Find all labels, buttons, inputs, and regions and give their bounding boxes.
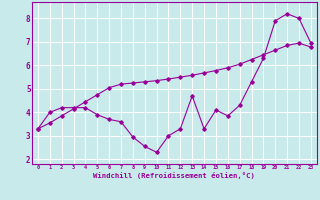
X-axis label: Windchill (Refroidissement éolien,°C): Windchill (Refroidissement éolien,°C): [93, 172, 255, 179]
